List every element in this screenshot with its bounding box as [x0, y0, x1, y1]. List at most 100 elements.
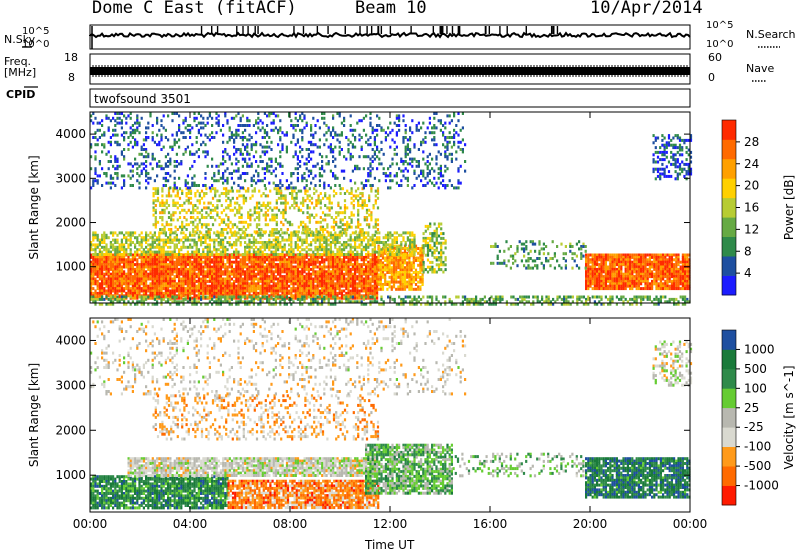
data-cell [657, 267, 660, 271]
data-cell [255, 253, 258, 256]
data-cell [431, 234, 434, 238]
data-cell [178, 255, 181, 259]
data-cell [666, 260, 669, 264]
data-cell [386, 268, 389, 272]
noise-right-tick-high: 10^5 [706, 20, 734, 31]
data-cell [360, 275, 363, 279]
data-cell [635, 284, 638, 288]
data-cell [204, 265, 207, 269]
data-cell [633, 267, 636, 271]
data-cell [107, 253, 110, 256]
data-cell [145, 284, 148, 288]
data-cell [237, 255, 240, 259]
data-cell [160, 253, 163, 257]
data-cell [503, 249, 506, 253]
data-cell [189, 220, 193, 224]
data-cell [381, 268, 385, 272]
data-cell [367, 287, 370, 291]
data-cell [127, 231, 130, 235]
data-cell [165, 199, 168, 203]
data-cell [371, 241, 374, 244]
data-cell [310, 294, 313, 298]
data-cell [272, 245, 275, 249]
data-cell [426, 258, 430, 262]
data-cell [585, 282, 588, 286]
data-cell [437, 268, 441, 272]
data-cell [184, 245, 187, 249]
data-cell [105, 250, 108, 254]
data-cell [376, 296, 379, 300]
data-cell [301, 263, 304, 267]
data-cell [169, 265, 172, 269]
data-cell [631, 260, 634, 264]
data-cell [191, 255, 194, 259]
data-cell [92, 279, 95, 283]
data-cell [589, 284, 592, 288]
data-cell [596, 255, 599, 259]
data-cell [299, 255, 302, 259]
data-cell [233, 289, 236, 293]
data-cell [123, 272, 126, 276]
data-cell [378, 253, 381, 256]
data-cell [412, 266, 415, 270]
data-cell [677, 255, 680, 259]
data-cell [338, 236, 341, 240]
data-cell [334, 231, 337, 235]
data-cell [136, 236, 139, 240]
data-cell [611, 270, 614, 274]
data-cell [323, 267, 326, 271]
data-cell [160, 291, 163, 295]
data-cell [679, 265, 682, 269]
data-cell [180, 272, 183, 276]
data-cell [138, 253, 141, 257]
data-cell [384, 241, 387, 244]
data-cell [440, 253, 443, 257]
data-cell [149, 250, 152, 254]
data-cell [225, 213, 228, 217]
data-cell [646, 277, 649, 281]
data-cell [655, 272, 658, 276]
data-cell [290, 279, 293, 283]
data-cell [178, 289, 181, 293]
data-cell [668, 270, 671, 274]
data-cell [138, 270, 141, 274]
data-cell [219, 260, 222, 264]
data-cell [381, 273, 385, 277]
data-cell [101, 284, 104, 288]
data-cell [651, 263, 654, 267]
data-cell [292, 267, 295, 271]
data-cell [412, 275, 415, 279]
data-cell [138, 291, 141, 295]
data-cell [677, 272, 680, 276]
data-cell [292, 294, 295, 298]
data-cell [279, 233, 282, 237]
data-cell [340, 294, 343, 298]
data-cell [178, 187, 182, 191]
data-cell [686, 267, 689, 271]
data-cell [246, 277, 249, 281]
data-cell [670, 253, 673, 257]
data-cell [225, 187, 228, 191]
data-cell [301, 265, 304, 269]
data-cell [268, 243, 271, 247]
data-cell [391, 241, 394, 244]
data-cell [154, 220, 157, 224]
data-cell [598, 272, 601, 276]
data-cell [365, 272, 368, 276]
data-cell [161, 223, 164, 227]
data-cell [371, 253, 374, 257]
data-cell [152, 192, 155, 195]
data-cell [624, 272, 627, 276]
data-cell [329, 258, 332, 262]
data-cell [659, 279, 662, 283]
data-cell [369, 270, 372, 274]
data-cell [686, 255, 689, 259]
data-cell [162, 277, 165, 281]
data-cell [299, 258, 302, 262]
data-cell [136, 263, 139, 267]
data-cell [629, 258, 632, 262]
data-cell [255, 260, 258, 264]
data-cell [406, 238, 409, 242]
data-cell [195, 263, 198, 267]
data-cell [202, 255, 205, 259]
